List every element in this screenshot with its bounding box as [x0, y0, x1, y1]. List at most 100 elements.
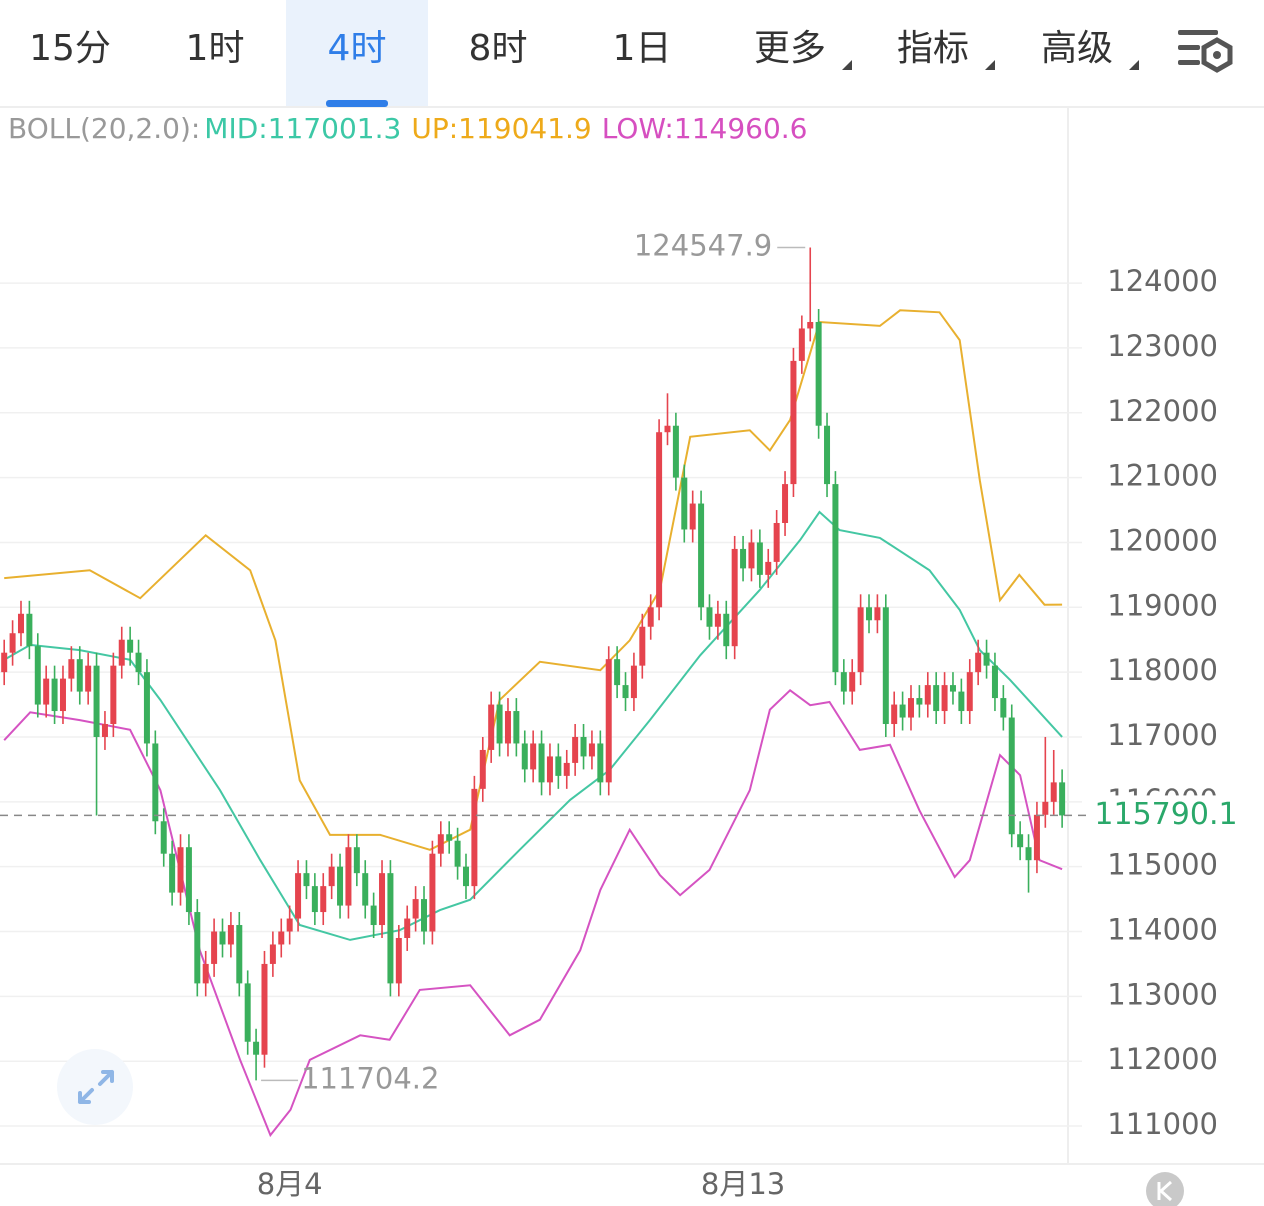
candle-body: [118, 639, 125, 666]
candle-body: [748, 542, 755, 569]
candle-body: [916, 698, 923, 705]
scroll-end-button[interactable]: [1146, 1172, 1184, 1206]
up-value: 119041.9: [458, 112, 592, 145]
candle-body: [597, 743, 604, 783]
candle-body: [504, 711, 511, 744]
candle-body: [59, 678, 66, 712]
candle-body: [530, 743, 537, 770]
candle-body: [798, 328, 805, 361]
expand-icon: [78, 1070, 114, 1104]
candle-body: [689, 503, 696, 530]
candle-body: [924, 685, 931, 705]
candle-body: [899, 704, 906, 718]
candle-body: [1008, 717, 1015, 835]
candle-body: [966, 672, 973, 712]
candle-body: [857, 607, 864, 673]
icon-bar: [1178, 45, 1200, 50]
candle-body: [362, 873, 369, 906]
candle-body: [278, 931, 285, 945]
high-label: 124547.9: [634, 229, 772, 263]
candle-body: [143, 672, 150, 744]
icon-bar: [1178, 60, 1200, 65]
candle-body: [387, 873, 394, 984]
candle-body: [244, 983, 251, 1042]
boll-line: [3, 510, 1063, 941]
candle-body: [379, 873, 386, 926]
candle-body: [93, 665, 100, 737]
candle-body: [731, 548, 738, 647]
up-label: UP:: [411, 112, 458, 145]
y-tick-label: 121000: [1107, 459, 1218, 493]
candle-body: [303, 873, 310, 887]
menu-arrow: [842, 60, 852, 70]
active-tab-bg: [286, 0, 428, 106]
tab[interactable]: 15分: [29, 28, 111, 69]
candle-body: [169, 853, 176, 893]
candle-body: [815, 321, 822, 426]
x-tick-label: 8月13: [701, 1167, 785, 1201]
candle-body: [949, 685, 956, 692]
candle-body: [9, 633, 16, 653]
tab[interactable]: 1时: [186, 28, 245, 69]
candle-body: [353, 847, 360, 874]
candle-body: [76, 659, 83, 692]
y-tick-label: 114000: [1107, 913, 1218, 947]
last-price-box: [1090, 795, 1240, 836]
candle-body: [43, 678, 50, 705]
candle-body: [404, 918, 411, 938]
candle-body: [412, 899, 419, 919]
candle-body: [395, 937, 402, 984]
candle-body: [286, 918, 293, 932]
candle-body: [580, 736, 587, 757]
candle-body: [664, 425, 671, 433]
candle-body: [807, 321, 814, 329]
tab[interactable]: 4时: [328, 28, 387, 69]
icon-hex: [1201, 37, 1233, 73]
candle-body: [202, 963, 209, 984]
candle-body: [521, 743, 528, 770]
candle-body: [160, 821, 167, 854]
candle-body: [907, 698, 914, 718]
tab[interactable]: 高级: [1041, 28, 1113, 69]
candle-body: [765, 561, 772, 575]
candle-body: [614, 659, 621, 686]
candle-body: [454, 840, 461, 867]
candle-body: [1, 652, 8, 673]
candle-body: [421, 899, 428, 932]
candle-body: [227, 925, 234, 945]
candle-body: [630, 665, 637, 699]
candle-body: [261, 963, 268, 1055]
y-tick-label: 111000: [1107, 1107, 1218, 1141]
icon-dot: [1213, 51, 1221, 59]
active-tab-indicator: [326, 100, 388, 107]
candle-body: [337, 866, 344, 906]
tab[interactable]: 8时: [469, 28, 528, 69]
tab[interactable]: 1日: [613, 28, 672, 69]
candle-body: [639, 626, 646, 666]
candle-body: [17, 613, 24, 634]
candle-body: [68, 659, 75, 679]
menu-arrow: [1129, 60, 1139, 70]
candle-body: [253, 1041, 260, 1055]
candle-body: [958, 691, 965, 712]
candle-body: [933, 685, 940, 712]
expand-button[interactable]: [57, 1049, 133, 1125]
candle-body: [790, 360, 797, 485]
tab[interactable]: 指标: [897, 28, 969, 69]
tab[interactable]: 更多: [754, 28, 826, 69]
candle-body: [773, 522, 780, 562]
y-tick-label: 122000: [1107, 394, 1218, 428]
settings-icon[interactable]: [1178, 30, 1233, 73]
candle-body: [328, 866, 335, 887]
candle-body: [672, 425, 679, 478]
y-tick-label: 115000: [1107, 848, 1218, 882]
candle-body: [345, 847, 352, 906]
candle-body: [101, 724, 108, 737]
candle-body: [740, 548, 747, 569]
candle-body: [429, 853, 436, 932]
candle-body: [269, 944, 276, 964]
candle-body: [320, 886, 327, 913]
candle-body: [26, 613, 33, 647]
candle-body: [546, 756, 553, 783]
